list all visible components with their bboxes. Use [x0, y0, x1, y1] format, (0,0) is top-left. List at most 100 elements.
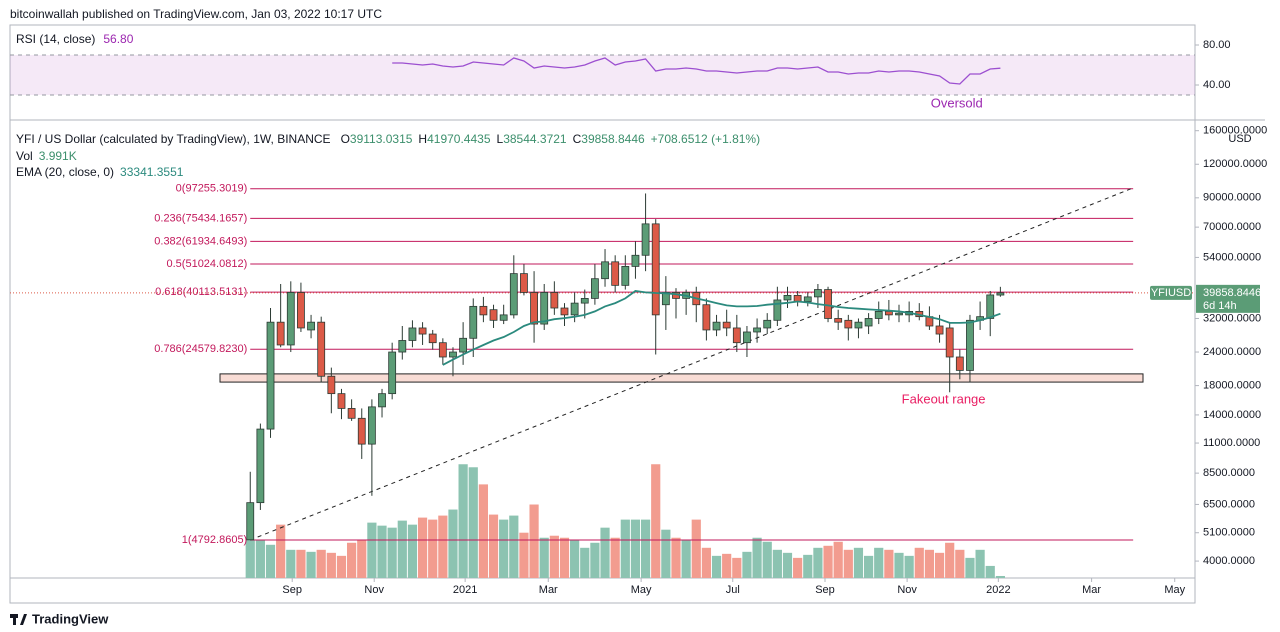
- fakeout-label: Fakeout range: [902, 391, 986, 406]
- x-tick-label: Sep: [815, 584, 835, 596]
- h-prefix: H: [418, 132, 427, 146]
- volume-bar: [985, 565, 995, 578]
- y-tick-label: 5100.0000: [1203, 527, 1255, 539]
- rsi-band: [10, 55, 1195, 95]
- y-tick-label: 54000.0000: [1203, 251, 1261, 263]
- ema-name: EMA (20, close, 0): [16, 165, 114, 179]
- volume-bar: [782, 552, 793, 578]
- volume-bar: [306, 551, 316, 578]
- fib-label: 1(4792.8605): [182, 534, 247, 546]
- volume-bar: [610, 537, 620, 578]
- volume-bar: [580, 547, 590, 578]
- candle-body: [499, 314, 508, 321]
- candle-body: [935, 325, 944, 335]
- candle-body: [854, 321, 863, 329]
- low-value: 38544.3721: [503, 132, 567, 146]
- y-tick-label: 120000.0000: [1203, 158, 1267, 170]
- x-tick-label: 2022: [986, 584, 1010, 596]
- volume-bar: [478, 484, 488, 578]
- volume-bar: [914, 547, 924, 578]
- volume-bar: [630, 519, 641, 578]
- candle-body: [479, 305, 488, 316]
- candle-body: [651, 223, 660, 316]
- candle-body: [438, 342, 447, 358]
- fib-label: 0.236(75434.1657): [154, 212, 247, 224]
- candle-body: [327, 375, 336, 395]
- volume-bar: [357, 539, 367, 578]
- volume-bar: [691, 519, 701, 578]
- candle-body: [874, 310, 883, 319]
- volume-bar: [458, 464, 468, 578]
- volume-bar: [793, 557, 803, 578]
- volume-bar: [265, 544, 276, 578]
- fakeout-zone: [219, 373, 1144, 383]
- volume-bar: [519, 532, 529, 578]
- candle-body: [418, 327, 427, 335]
- candle-body: [398, 340, 407, 353]
- candle-body: [611, 261, 620, 286]
- volume-bar: [803, 554, 813, 578]
- y-tick-label: 70000.0000: [1203, 221, 1261, 233]
- volume-bar: [732, 557, 742, 578]
- candle-body: [509, 273, 518, 316]
- rsi-tick-label: 80.00: [1203, 39, 1231, 51]
- volume-bar: [438, 515, 448, 578]
- candle-body: [307, 321, 315, 331]
- candle-body: [520, 273, 528, 293]
- change: +708.6512 (+1.81%): [651, 132, 760, 146]
- y-tick-label: 14000.0000: [1203, 409, 1261, 421]
- brand: TradingView: [32, 611, 109, 626]
- x-tick-label: May: [1164, 584, 1185, 596]
- candle-body: [286, 292, 295, 346]
- volume-bar: [286, 549, 296, 578]
- volume-bar: [377, 525, 387, 578]
- volume-bar: [762, 541, 772, 578]
- o-prefix: O: [341, 132, 350, 146]
- y-tick-label: 90000.0000: [1203, 192, 1261, 204]
- candle-body: [590, 278, 599, 299]
- y-tick-label: 160000.0000: [1203, 125, 1267, 137]
- volume-bar: [326, 552, 336, 578]
- candle-body: [641, 223, 650, 256]
- rsi-value: 56.80: [103, 32, 133, 46]
- rsi-annotation: Oversold: [931, 95, 983, 110]
- volume-bar: [661, 529, 671, 578]
- candle-body: [388, 351, 397, 395]
- candle-body: [955, 356, 964, 371]
- countdown: 6d 14h: [1203, 300, 1237, 312]
- y-tick-label: 8500.0000: [1203, 467, 1255, 479]
- candle-body: [489, 309, 498, 321]
- volume-bar: [347, 542, 357, 578]
- y-tick-label: 6500.0000: [1203, 498, 1255, 510]
- candle-body: [844, 319, 853, 329]
- volume-bar: [884, 549, 894, 578]
- volume-bar: [539, 537, 549, 578]
- candle-body: [337, 393, 346, 409]
- volume-bar: [681, 539, 691, 578]
- candle-body: [276, 321, 285, 346]
- x-tick-label: Mar: [539, 584, 558, 596]
- candle-body: [317, 321, 326, 377]
- volume-bar: [570, 539, 580, 578]
- candle-body: [996, 292, 1005, 296]
- l-prefix: L: [497, 132, 504, 146]
- candle-body: [732, 327, 741, 344]
- volume-bar: [813, 547, 823, 578]
- candle-body: [256, 428, 265, 504]
- main-legend: YFI / US Dollar (calculated by TradingVi…: [16, 132, 760, 146]
- vol-value: 3.991K: [39, 149, 77, 163]
- ema-value: 33341.3551: [120, 165, 184, 179]
- x-tick-label: Sep: [282, 584, 302, 596]
- volume-bar: [499, 519, 509, 578]
- volume-bar: [945, 542, 955, 578]
- rsi-name: RSI (14, close): [16, 32, 95, 46]
- y-tick-label: 4000.0000: [1203, 555, 1255, 567]
- candle-body: [895, 312, 903, 316]
- volume-bar: [772, 549, 782, 578]
- volume-bar: [559, 537, 570, 578]
- volume-bar: [417, 517, 428, 578]
- fib-label: 0.382(61934.6493): [154, 235, 247, 247]
- candle-body: [702, 304, 711, 331]
- candle-body: [550, 292, 559, 309]
- volume-bar: [296, 549, 306, 578]
